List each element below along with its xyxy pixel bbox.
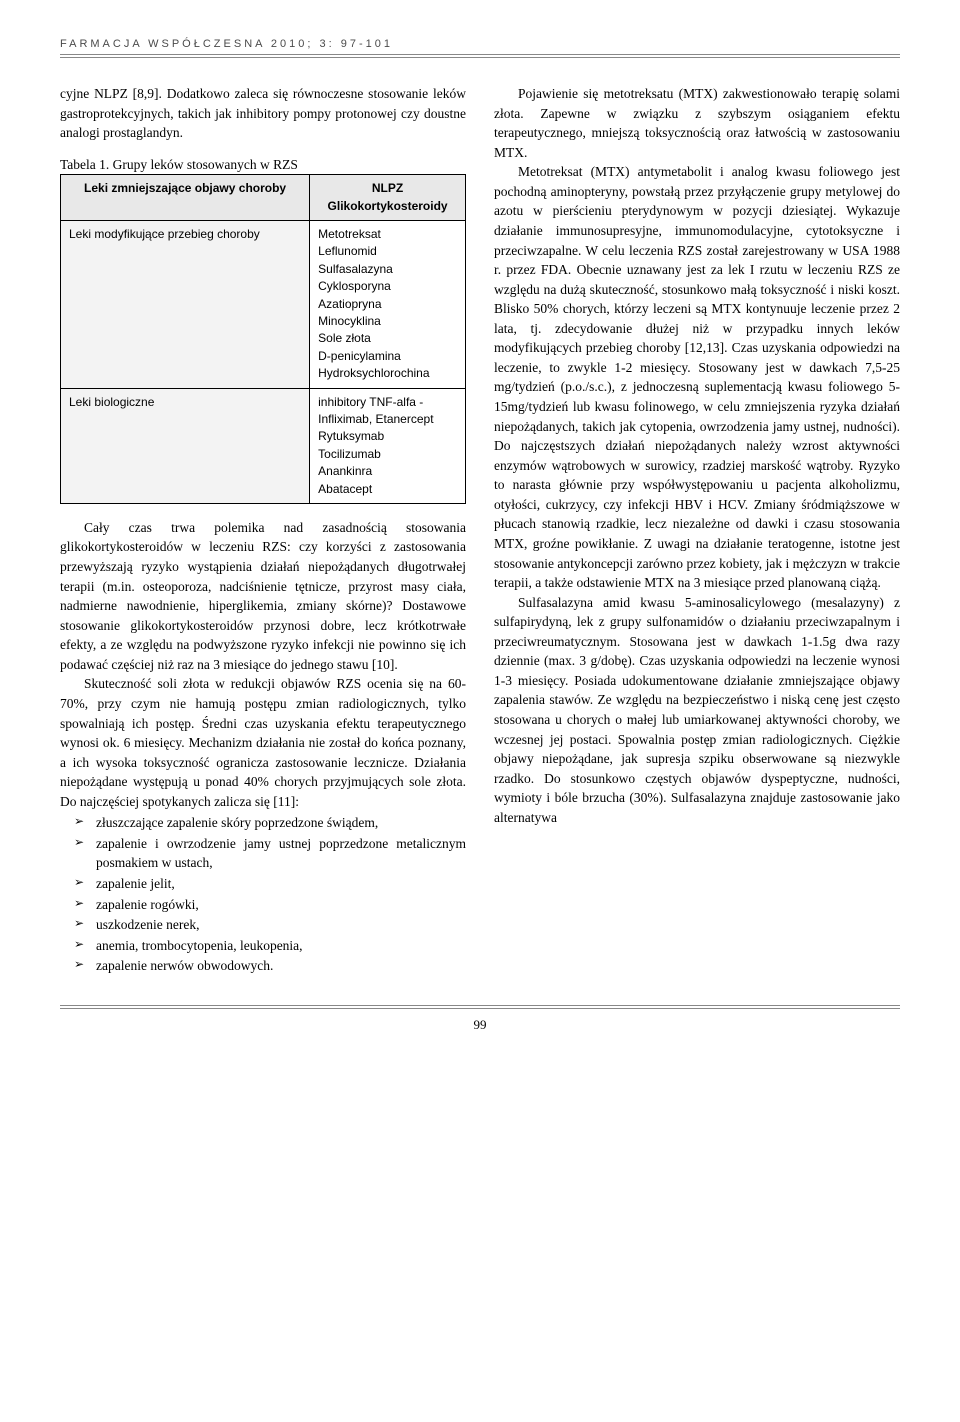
list-item: zapalenie jelit,: [96, 874, 466, 894]
list-item: złuszczające zapalenie skóry poprzedzone…: [96, 813, 466, 833]
table-row1-right: Metotreksat Leflunomid Sulfasalazyna Cyk…: [310, 221, 466, 389]
table-header-right: NLPZ Glikokortykosteroidy: [310, 175, 466, 221]
list-item: anemia, trombocytopenia, leukopenia,: [96, 936, 466, 956]
list-item: zapalenie nerwów obwodowych.: [96, 956, 466, 976]
table-header-left: Leki zmniejszające objawy choroby: [61, 175, 310, 221]
body-paragraph: Cały czas trwa polemika nad zasadnością …: [60, 518, 466, 675]
table-row2-right: inhibitory TNF-alfa - Infliximab, Etaner…: [310, 388, 466, 503]
page-number-wrap: 99: [60, 1005, 900, 1033]
medications-table: Leki zmniejszające objawy choroby NLPZ G…: [60, 174, 466, 504]
two-column-layout: cyjne NLPZ [8,9]. Dodatkowo zaleca się r…: [60, 84, 900, 977]
table-row2-left: Leki biologiczne: [61, 388, 310, 503]
table-caption: Tabela 1. Grupy leków stosowanych w RZS: [60, 155, 466, 175]
list-item: zapalenie rogówki,: [96, 895, 466, 915]
right-column: Pojawienie się metotreksatu (MTX) zakwes…: [494, 84, 900, 977]
list-item: uszkodzenie nerek,: [96, 915, 466, 935]
body-paragraph: Sulfasalazyna amid kwasu 5-aminosalicylo…: [494, 593, 900, 828]
body-paragraph: Metotreksat (MTX) antymetabolit i analog…: [494, 162, 900, 592]
body-paragraph: Skuteczność soli złota w redukcji objawó…: [60, 674, 466, 811]
table-row1-left: Leki modyfikujące przebieg choroby: [61, 221, 310, 389]
list-item: zapalenie i owrzodzenie jamy ustnej popr…: [96, 834, 466, 873]
header-divider: [60, 54, 900, 58]
page-number: 99: [60, 1008, 900, 1033]
body-paragraph: cyjne NLPZ [8,9]. Dodatkowo zaleca się r…: [60, 84, 466, 143]
body-paragraph: Pojawienie się metotreksatu (MTX) zakwes…: [494, 84, 900, 162]
bullet-list: złuszczające zapalenie skóry poprzedzone…: [60, 813, 466, 976]
journal-header: FARMACJA WSPÓŁCZESNA 2010; 3: 97-101: [60, 38, 900, 50]
left-column: cyjne NLPZ [8,9]. Dodatkowo zaleca się r…: [60, 84, 466, 977]
